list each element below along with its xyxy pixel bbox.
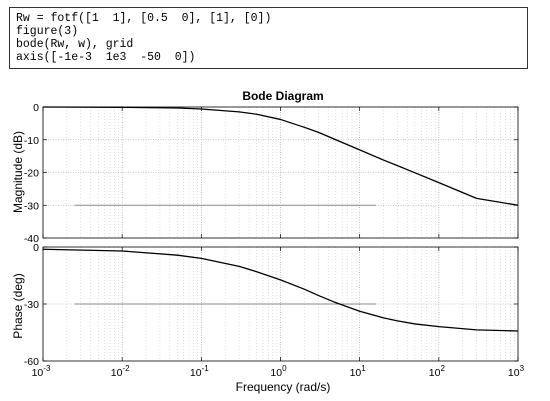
bode-chart: Bode Diagram Frequency (rad/s) Magnitude… (11, 89, 525, 394)
code-line-3: bode(Rw, w), grid (16, 38, 134, 51)
x-tick-label: 10-1 (190, 364, 209, 379)
chart-title: Bode Diagram (242, 89, 323, 103)
magnitude-curve (42, 106, 519, 206)
magnitude-y-tick-label: -20 (24, 168, 39, 180)
code-box: Rw = fotf([1 1], [0.5 0], [1], [0]) figu… (9, 7, 528, 69)
x-tick-label: 100 (270, 364, 287, 379)
magnitude-y-tick-label: -40 (24, 233, 39, 245)
phase-axis-label: Phase (deg) (11, 273, 25, 338)
x-tick-label: 10-3 (32, 364, 51, 379)
phase-y-tick-label: -30 (24, 299, 39, 311)
x-tick-labels: 10-3 10-2 10-1 100 101 102 103 (32, 364, 525, 379)
x-tick-label: 10-2 (111, 364, 130, 379)
magnitude-panel: 0 -10 -20 -30 -40 (24, 102, 519, 245)
code-line-1: Rw = fotf([1 1], [0.5 0], [1], [0]) (16, 12, 272, 25)
x-axis-label: Frequency (rad/s) (236, 380, 331, 394)
code-line-4: axis([-1e-3 1e3 -50 0]) (16, 51, 196, 64)
magnitude-y-tick-label: -30 (24, 200, 39, 212)
phase-panel: 0 -30 -60 (24, 242, 519, 368)
magnitude-y-tick-label: -10 (24, 135, 39, 147)
x-tick-label: 101 (350, 364, 367, 379)
phase-curve (42, 248, 519, 332)
magnitude-y-tick-label: 0 (33, 102, 39, 114)
code-line-2: figure(3) (16, 25, 79, 38)
x-tick-label: 102 (429, 364, 446, 379)
phase-y-tick-label: -60 (24, 356, 39, 368)
x-tick-label: 103 (508, 364, 525, 379)
magnitude-axis-label: Magnitude (dB) (11, 131, 25, 213)
phase-y-tick-label: 0 (33, 242, 39, 254)
